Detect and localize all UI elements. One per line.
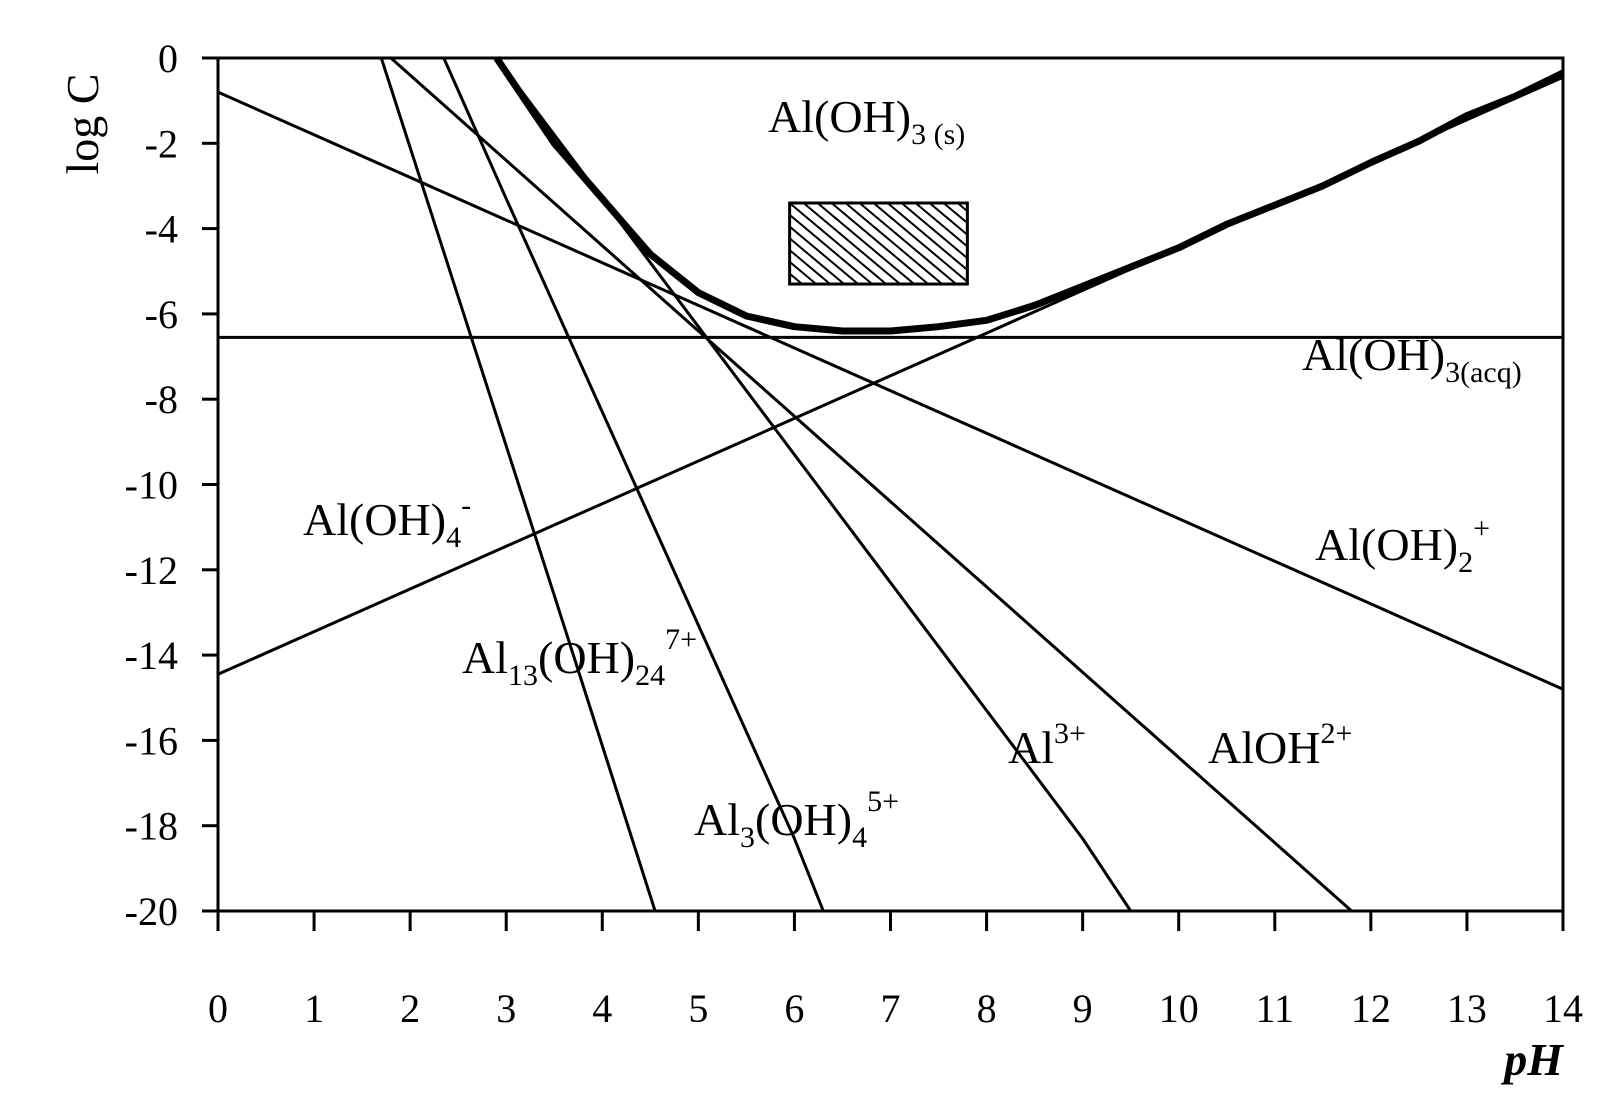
y-tick-label: -10 (125, 463, 178, 508)
x-tick-label: 14 (1543, 986, 1583, 1031)
series-line (217, 75, 1564, 676)
series-line (217, 90, 1564, 691)
label-al3-sup: 3+ (1054, 717, 1086, 750)
label-aloh3-solid-sub: 3 (s) (911, 118, 965, 151)
label-aloh4: Al(OH)4- (303, 489, 471, 554)
label-aloh4-sup: - (461, 489, 471, 522)
y-tick-label: -20 (125, 889, 178, 934)
y-axis-ticks: 0 -2 -4 -6 -8 -10 -12 -14 -16 -18 -20 (125, 36, 218, 934)
y-tick-label: 0 (158, 36, 178, 81)
label-aloh3-acq-sub: 3(acq) (1445, 356, 1522, 389)
label-aloh2-sup: + (1473, 512, 1490, 545)
x-tick-label: 6 (784, 986, 804, 1031)
y-tick-label: -4 (145, 207, 178, 252)
label-al3oh4-sub2: 4 (852, 821, 867, 854)
hatched-region (788, 201, 969, 286)
label-aloh4-sub: 4 (446, 521, 461, 554)
series-line (379, 57, 657, 912)
series-layer (217, 56, 1565, 913)
x-tick-label: 11 (1256, 986, 1295, 1031)
x-tick-label: 1 (304, 986, 324, 1031)
x-tick-label: 2 (400, 986, 420, 1031)
label-al3oh4-main: Al (694, 794, 740, 845)
label-al3oh4-sub1: 3 (740, 821, 755, 854)
y-tick-label: -8 (145, 377, 178, 422)
label-al13-main: Al (462, 632, 508, 683)
x-axis-title: pH (1500, 1034, 1564, 1085)
x-tick-label: 8 (977, 986, 997, 1031)
label-al13: Al13(OH)247+ (462, 623, 697, 692)
label-al3: Al3+ (1008, 717, 1086, 773)
label-aloh3-solid-main: Al(OH) (768, 91, 911, 142)
label-al3oh4: Al3(OH)45+ (694, 785, 899, 854)
x-tick-label: 9 (1073, 986, 1093, 1031)
plot-frame (216, 56, 1565, 913)
x-axis-ticks: 0 1 2 3 4 5 6 7 8 9 10 11 12 13 14 (208, 911, 1583, 1031)
series-line (442, 57, 825, 912)
label-aloh3-acq: Al(OH)3(acq) (1302, 329, 1522, 389)
label-al13-sub2: 24 (635, 659, 665, 692)
label-al3-main: Al (1008, 722, 1054, 773)
y-tick-label: -6 (145, 292, 178, 337)
label-al13-oh: (OH) (538, 632, 635, 683)
label-al3oh4-oh: (OH) (755, 794, 852, 845)
label-al13-sub1: 13 (508, 659, 538, 692)
label-aloh3-acq-main: Al(OH) (1302, 329, 1445, 380)
x-tick-label: 10 (1159, 986, 1199, 1031)
series-line (495, 57, 1132, 912)
y-axis-title: log C (57, 74, 108, 175)
x-tick-label: 13 (1447, 986, 1487, 1031)
label-al3oh4-sup: 5+ (867, 785, 899, 818)
y-tick-label: -14 (125, 633, 178, 678)
label-aloh3-solid: Al(OH)3 (s) (768, 91, 965, 151)
label-al13-sup: 7+ (665, 623, 697, 656)
label-aloh: AlOH2+ (1208, 717, 1352, 773)
x-tick-label: 7 (881, 986, 901, 1031)
label-aloh2-main: Al(OH) (1315, 519, 1458, 570)
x-tick-label: 5 (688, 986, 708, 1031)
label-aloh2: Al(OH)2+ (1315, 512, 1490, 579)
label-aloh-main: AlOH (1208, 722, 1320, 773)
y-tick-label: -12 (125, 548, 178, 593)
label-aloh4-main: Al(OH) (303, 494, 446, 545)
y-tick-label: -16 (125, 718, 178, 763)
label-aloh2-sub: 2 (1458, 546, 1473, 579)
series-line (493, 56, 1565, 335)
x-tick-label: 3 (496, 986, 516, 1031)
x-tick-label: 12 (1351, 986, 1391, 1031)
x-tick-label: 0 (208, 986, 228, 1031)
x-tick-label: 4 (592, 986, 612, 1031)
y-tick-label: -2 (145, 121, 178, 166)
label-aloh-sup: 2+ (1320, 717, 1352, 750)
y-tick-label: -18 (125, 804, 178, 849)
series-line (389, 56, 1353, 913)
